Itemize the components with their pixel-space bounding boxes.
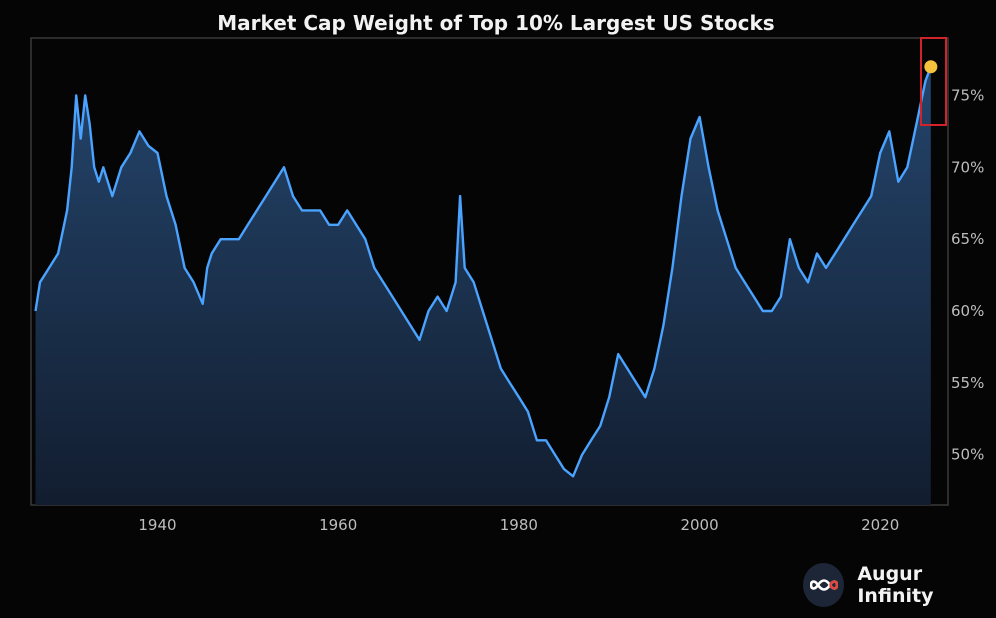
x-tick-label: 1940 [138, 516, 176, 534]
x-tick-label: 2000 [680, 516, 718, 534]
series-line [34, 66, 932, 478]
highlight-point [924, 60, 938, 74]
infinity-icon [803, 563, 845, 607]
y-axis: 50% 55% 60% 65% 70% 75% [951, 86, 984, 463]
brand-name: Augur Infinity [857, 563, 934, 607]
y-tick-label: 55% [951, 374, 984, 392]
x-axis: 1940 1960 1980 2000 2020 [138, 516, 899, 534]
highlight-box [920, 37, 947, 126]
series-area [35, 66, 931, 505]
x-tick-label: 1960 [319, 516, 357, 534]
y-tick-label: 70% [951, 158, 984, 176]
brand: Augur Infinity [803, 563, 996, 607]
y-tick-label: 50% [951, 446, 984, 464]
x-tick-label: 2020 [861, 516, 899, 534]
y-tick-label: 65% [951, 230, 984, 248]
x-tick-label: 1980 [500, 516, 538, 534]
y-tick-label: 75% [951, 86, 984, 104]
y-tick-label: 60% [951, 302, 984, 320]
chart-title: Market Cap Weight of Top 10% Largest US … [217, 11, 774, 35]
